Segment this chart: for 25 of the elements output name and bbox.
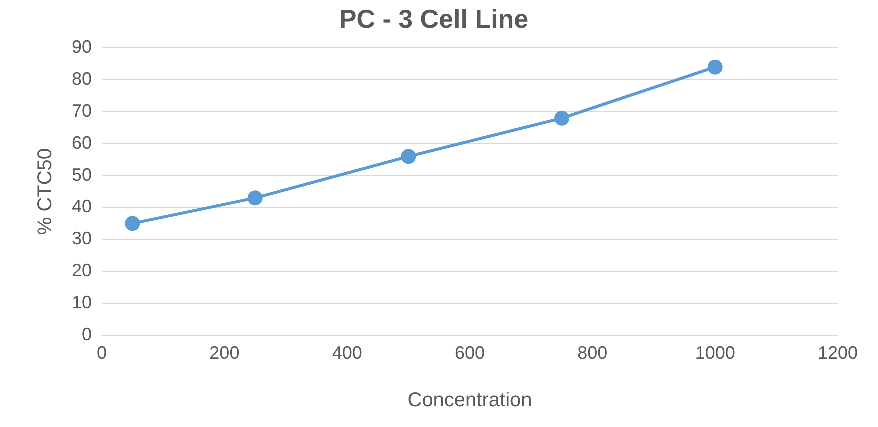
x-tick-label: 1000 [695,343,736,364]
y-axis-title: % CTC50 [34,148,57,236]
x-tick-label: 200 [210,343,240,364]
y-tick-label: 60 [72,132,92,153]
x-tick-label: 1200 [818,343,858,364]
y-tick-label: 70 [72,100,92,121]
y-tick-label: 90 [72,37,92,58]
point [248,190,263,206]
y-tick-label: 10 [72,292,92,312]
x-tick-label: 400 [332,343,362,364]
point [554,110,570,126]
x-axis-title: Concentration [408,390,532,412]
x-tick-label: 800 [578,343,608,364]
y-tick-label: 20 [72,260,92,281]
x-tick-label: 600 [454,343,486,364]
y-tick-label: 40 [72,196,92,217]
y-tick-label: 50 [72,164,92,185]
point [401,149,416,164]
y-tick-label: 30 [72,228,92,249]
point [708,60,723,75]
chart-title: PC - 3 Cell Line [339,4,529,34]
y-tick-label: 0 [82,324,92,344]
point [125,216,140,232]
y-tick-label: 80 [72,69,92,90]
x-tick-label: 0 [97,343,108,364]
